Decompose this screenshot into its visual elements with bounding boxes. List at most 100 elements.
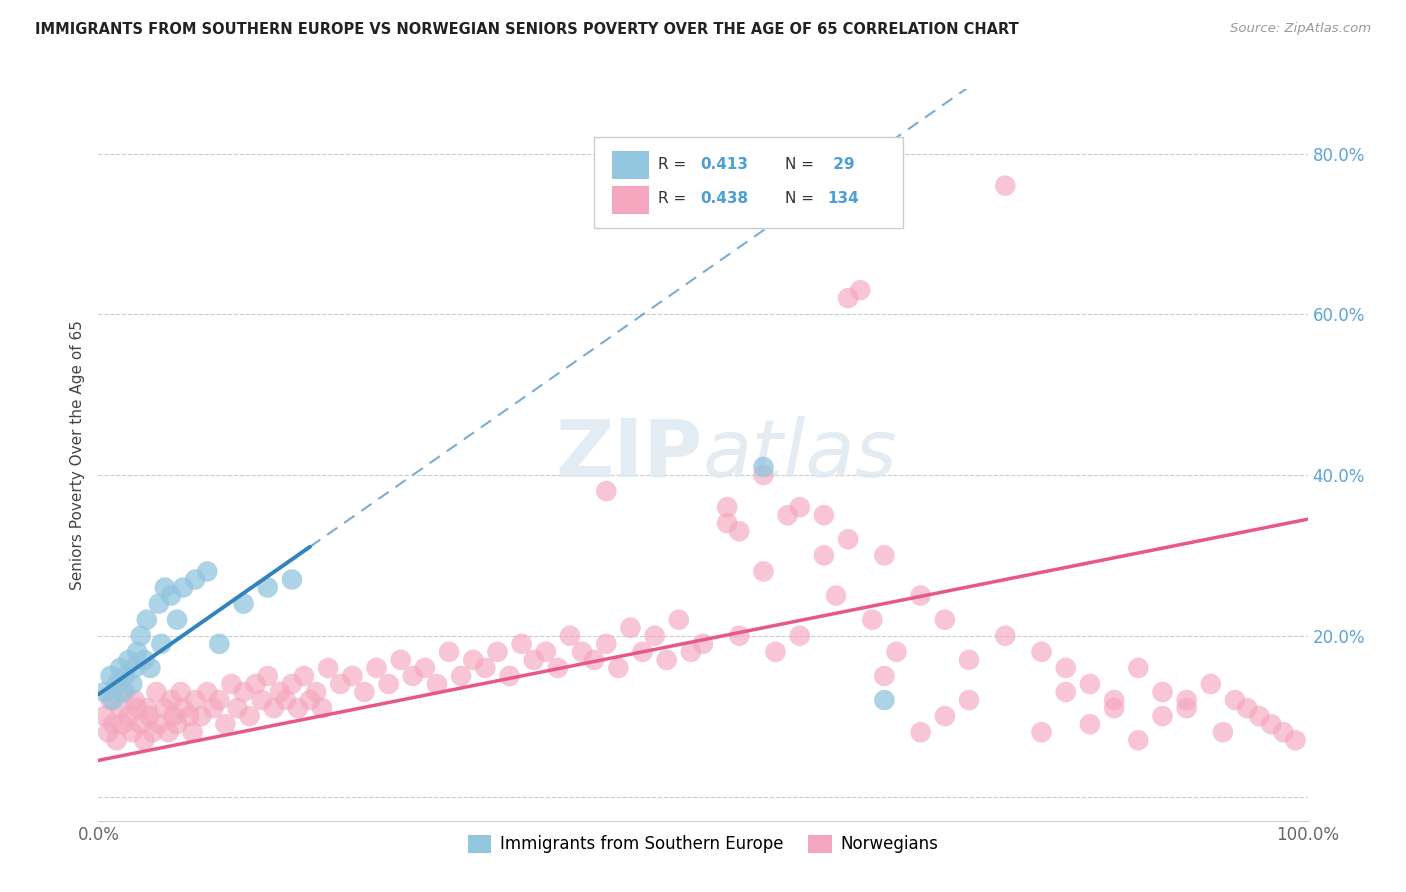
Point [1078,717,1101,731]
Point [644,629,666,643]
Point [269,685,291,699]
Point [316,661,339,675]
Point [813,549,835,563]
Point [93,709,115,723]
Point [1031,645,1053,659]
Point [1031,725,1053,739]
Point [910,589,932,603]
Point [93,685,115,699]
Point [716,516,738,531]
Point [934,709,956,723]
Point [1260,717,1282,731]
Point [292,669,315,683]
Point [679,645,702,659]
Point [101,717,124,731]
Point [135,701,157,715]
Text: atlas: atlas [703,416,898,494]
Text: 0.413: 0.413 [700,157,748,172]
Point [101,693,124,707]
Point [668,613,690,627]
Point [121,677,143,691]
Point [1284,733,1306,747]
Point [100,693,122,707]
Point [1272,725,1295,739]
Point [148,597,170,611]
Point [1078,677,1101,691]
Point [250,693,273,707]
Point [121,725,143,739]
Point [426,677,449,691]
Point [631,645,654,659]
Point [166,717,188,731]
Text: N =: N = [785,157,820,172]
Point [97,725,120,739]
Point [245,677,267,691]
Point [1212,725,1234,739]
Point [558,629,581,643]
Point [789,629,811,643]
Point [311,701,333,715]
Point [837,533,859,547]
Text: R =: R = [658,192,692,206]
Point [1175,693,1198,707]
Point [179,709,201,723]
Y-axis label: Seniors Poverty Over the Age of 65: Seniors Poverty Over the Age of 65 [70,320,86,590]
Point [402,669,425,683]
Point [450,669,472,683]
Point [239,709,262,723]
Point [202,701,225,715]
Point [571,645,593,659]
Point [534,645,557,659]
Point [583,653,606,667]
Point [873,549,896,563]
Point [299,693,322,707]
Point [728,524,751,539]
Point [776,508,799,523]
Point [274,693,297,707]
Point [873,669,896,683]
Point [765,645,787,659]
Point [934,613,956,627]
Point [1128,733,1150,747]
Point [118,709,141,723]
Point [287,701,309,715]
Point [208,637,231,651]
Point [957,653,980,667]
Point [1249,709,1271,723]
Point [366,661,388,675]
Point [153,701,176,715]
Point [281,677,304,691]
Text: R =: R = [658,157,692,172]
Point [153,581,176,595]
Point [607,661,630,675]
Point [510,637,533,651]
FancyBboxPatch shape [595,136,903,228]
Point [124,693,146,707]
Point [105,677,128,691]
FancyBboxPatch shape [613,152,648,179]
Text: N =: N = [785,192,820,206]
Point [437,645,460,659]
Point [789,500,811,515]
Point [195,565,218,579]
Point [1199,677,1222,691]
Point [1128,661,1150,675]
Text: 29: 29 [828,157,855,172]
Point [135,613,157,627]
Point [114,669,136,683]
Point [619,621,641,635]
Point [377,677,399,691]
Point [752,565,775,579]
Point [160,589,183,603]
Point [195,685,218,699]
Point [263,701,285,715]
Point [692,637,714,651]
Point [910,725,932,739]
Point [1175,701,1198,715]
Point [169,685,191,699]
Point [1152,709,1174,723]
Point [105,733,128,747]
Text: 0.438: 0.438 [700,192,749,206]
Point [305,685,328,699]
Point [1236,701,1258,715]
